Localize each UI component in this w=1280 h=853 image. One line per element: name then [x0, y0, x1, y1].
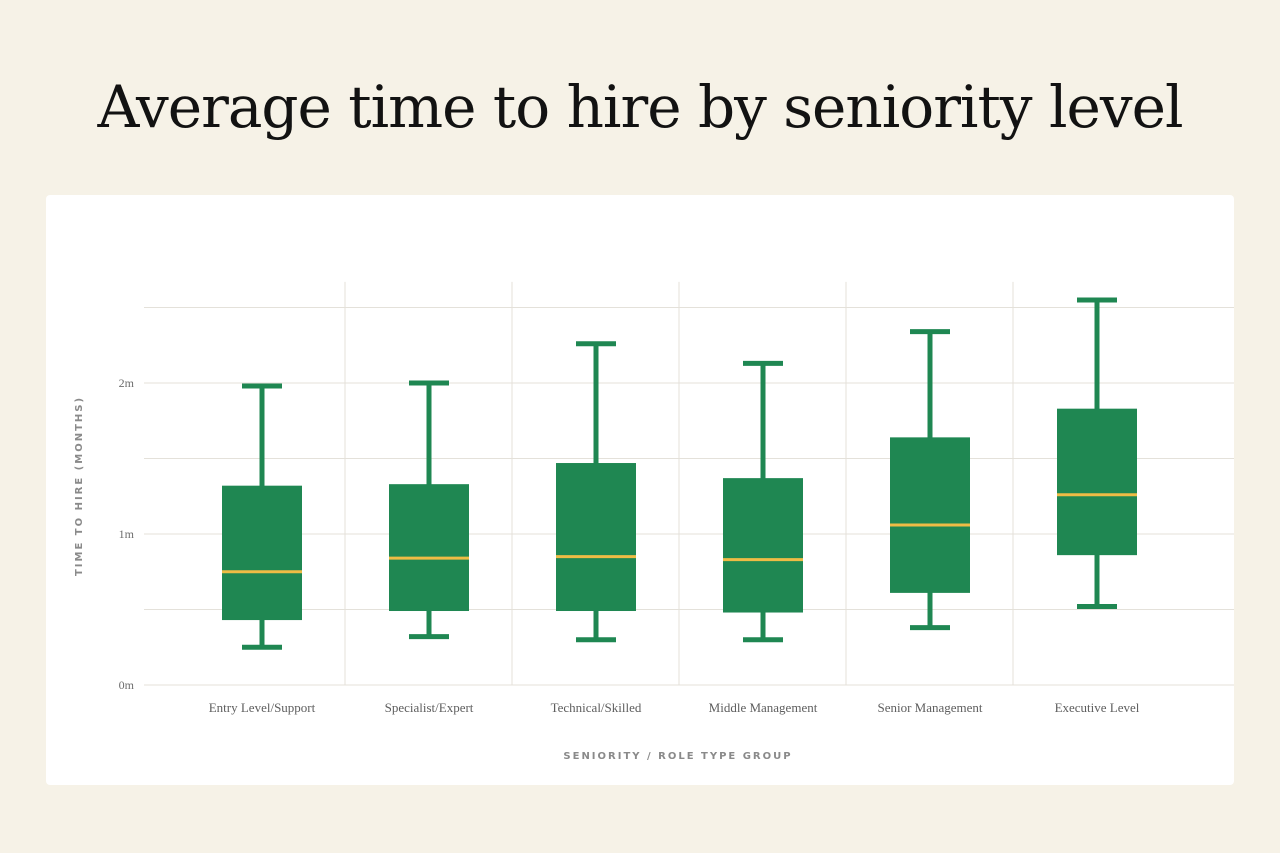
- y-tick-label: 0m: [119, 678, 135, 692]
- category-label: Specialist/Expert: [385, 700, 474, 715]
- box-plot-item: [723, 360, 803, 643]
- category-label: Senior Management: [877, 700, 982, 715]
- x-axis-label: SENIORITY / ROLE TYPE GROUP: [563, 751, 792, 762]
- category-label: Middle Management: [709, 700, 818, 715]
- box-series: [222, 297, 1137, 650]
- grid-lines: [144, 281, 1234, 686]
- box-plot-item: [1057, 297, 1137, 609]
- chart-card: 0m 1m 2m Entry Level/Support Specialist/Exp…: [46, 195, 1234, 785]
- x-axis-categories: Entry Level/Support Specialist/Expert Tech…: [209, 700, 1140, 715]
- category-label: Entry Level/Support: [209, 700, 316, 715]
- iqr-box: [890, 437, 970, 593]
- y-axis-ticks: 0m 1m 2m: [119, 376, 135, 692]
- iqr-box: [556, 463, 636, 612]
- y-tick-label: 2m: [119, 376, 135, 390]
- box-plot-item: [556, 341, 636, 643]
- box-plot-item: [389, 380, 469, 640]
- iqr-box: [723, 478, 803, 613]
- box-plot-item: [890, 329, 970, 631]
- category-label: Executive Level: [1055, 700, 1140, 715]
- page-title: Average time to hire by seniority level: [97, 73, 1183, 141]
- box-plot-chart: 0m 1m 2m Entry Level/Support Specialist/Exp…: [74, 281, 1234, 762]
- category-label: Technical/Skilled: [551, 700, 642, 715]
- iqr-box: [222, 485, 302, 621]
- box-plot-item: [222, 383, 302, 650]
- y-tick-label: 1m: [119, 527, 135, 541]
- y-axis-label: TIME TO HIRE (MONTHS): [74, 396, 85, 576]
- iqr-box: [1057, 408, 1137, 556]
- iqr-box: [389, 484, 469, 612]
